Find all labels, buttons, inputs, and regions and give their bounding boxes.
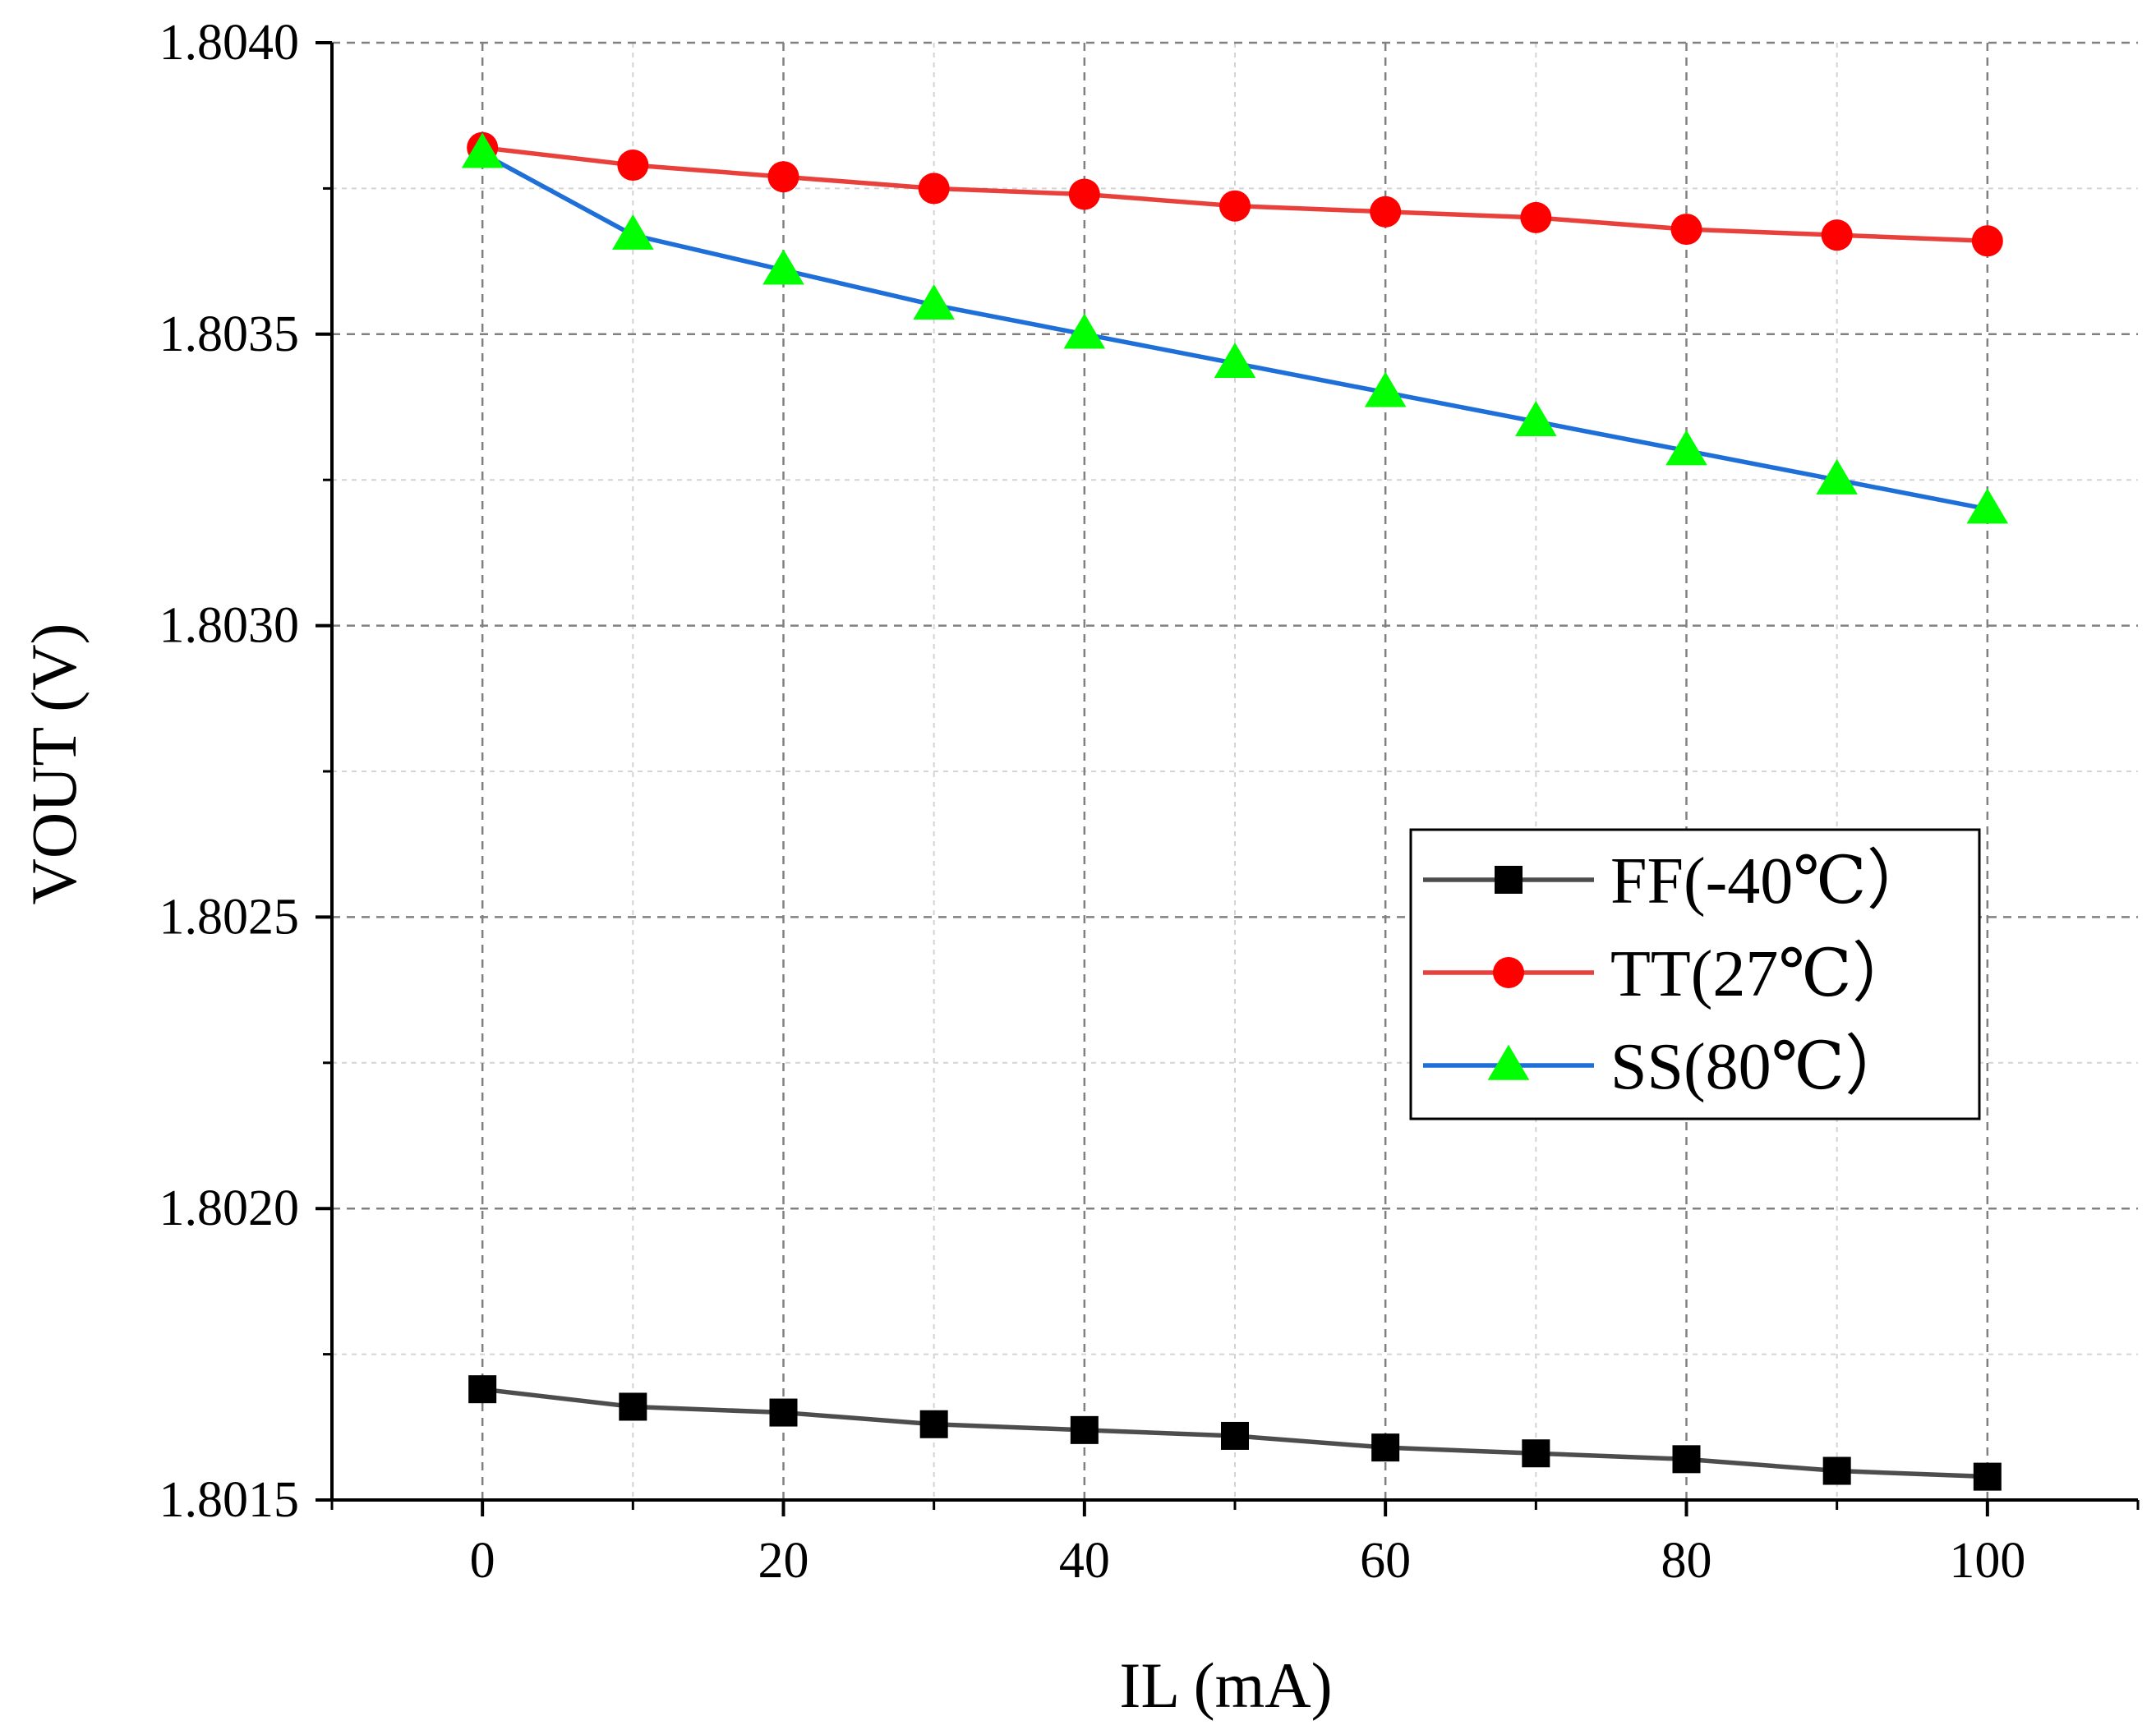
data-point-series-3 bbox=[1515, 400, 1557, 436]
grid bbox=[332, 41, 2138, 1500]
data-point-series-2 bbox=[918, 173, 950, 205]
data-point-series-1 bbox=[619, 1392, 647, 1421]
data-point-series-2 bbox=[1971, 225, 2003, 257]
x-tick-label: 0 bbox=[470, 1533, 495, 1589]
data-point-series-2 bbox=[1670, 214, 1702, 246]
data-point-series-3 bbox=[1364, 371, 1407, 407]
data-point-series-1 bbox=[1522, 1439, 1550, 1468]
legend-marker-1 bbox=[1495, 866, 1523, 894]
tick-labels: 1.8015 1.8020 1.8025 1.8030 1.8035 1.8040 0 20 4… bbox=[159, 15, 2026, 1589]
x-axis-title: IL (mA) bbox=[1119, 1649, 1332, 1721]
data-point-series-2 bbox=[1821, 219, 1853, 251]
legend-items: FF(-40℃） TT(27℃） SS(80℃） bbox=[1423, 845, 1933, 1103]
data-point-series-2 bbox=[767, 161, 799, 193]
data-point-series-2 bbox=[617, 150, 649, 182]
x-tick-label: 20 bbox=[758, 1533, 809, 1589]
x-tick-label: 40 bbox=[1059, 1533, 1110, 1589]
x-tick-label: 100 bbox=[1949, 1533, 2025, 1589]
legend-label-2: TT(27℃） bbox=[1610, 938, 1918, 1010]
data-point-series-1 bbox=[769, 1398, 798, 1427]
y-tick-label: 1.8030 bbox=[159, 598, 300, 654]
y-tick-label: 1.8020 bbox=[159, 1180, 300, 1236]
legend-label-3: SS(80℃） bbox=[1610, 1031, 1910, 1103]
x-tick-label: 60 bbox=[1360, 1533, 1411, 1589]
legend: FF(-40℃） TT(27℃） SS(80℃） bbox=[1409, 828, 1981, 1120]
axes bbox=[316, 41, 2140, 1516]
data-point-series-3 bbox=[612, 214, 654, 250]
data-point-series-2 bbox=[1370, 196, 1402, 228]
data-point-series-1 bbox=[1371, 1433, 1400, 1462]
data-point-series-1 bbox=[1070, 1415, 1099, 1444]
data-point-series-1 bbox=[468, 1375, 497, 1404]
y-tick-label: 1.8015 bbox=[159, 1472, 300, 1528]
legend-marker-2 bbox=[1493, 957, 1524, 988]
data-point-series-3 bbox=[762, 249, 804, 285]
data-point-series-3 bbox=[1665, 430, 1707, 466]
data-point-series-1 bbox=[1973, 1462, 2002, 1491]
data-point-series-1 bbox=[1221, 1421, 1249, 1450]
y-tick-label: 1.8040 bbox=[159, 15, 300, 71]
data-point-series-3 bbox=[461, 132, 504, 168]
y-tick-label: 1.8025 bbox=[159, 889, 300, 945]
data-point-series-3 bbox=[1966, 488, 2009, 524]
data-point-series-3 bbox=[1063, 313, 1106, 349]
data-point-series-2 bbox=[1520, 201, 1552, 233]
data-point-series-1 bbox=[1822, 1456, 1851, 1485]
data-point-series-3 bbox=[913, 284, 955, 320]
data-point-series-2 bbox=[1068, 178, 1100, 210]
series bbox=[461, 131, 2009, 1491]
data-point-series-1 bbox=[919, 1410, 948, 1438]
y-tick-label: 1.8035 bbox=[159, 306, 300, 362]
data-point-series-3 bbox=[1816, 458, 1858, 495]
legend-marker-3 bbox=[1487, 1044, 1530, 1080]
data-point-series-3 bbox=[1214, 342, 1256, 378]
data-point-series-1 bbox=[1672, 1445, 1701, 1474]
x-tick-label: 80 bbox=[1661, 1533, 1712, 1589]
data-point-series-2 bbox=[1219, 190, 1251, 222]
legend-label-1: FF(-40℃） bbox=[1610, 845, 1933, 918]
y-axis-title: VOUT (V) bbox=[18, 623, 90, 904]
